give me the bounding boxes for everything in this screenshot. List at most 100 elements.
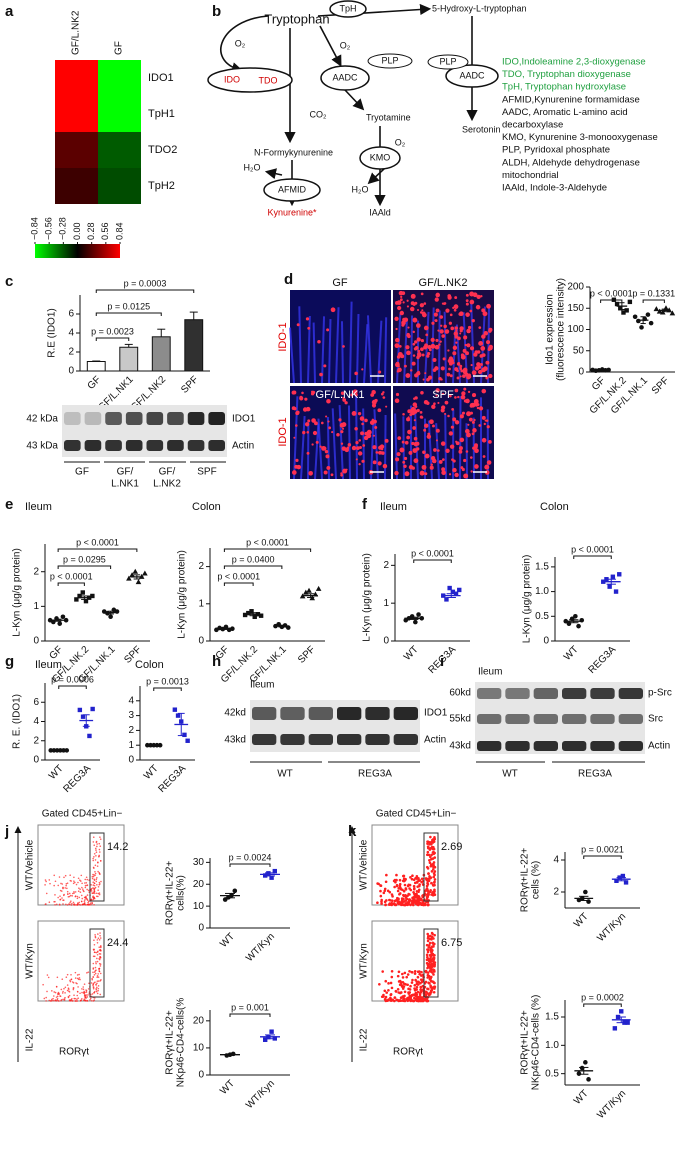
stain — [427, 344, 432, 350]
blot-band — [505, 688, 530, 699]
gate-percent: 2.69 — [441, 841, 462, 853]
event — [88, 982, 90, 985]
stain — [444, 329, 450, 334]
stain — [311, 418, 316, 423]
stain — [458, 449, 463, 454]
event — [69, 979, 71, 982]
stain — [312, 430, 318, 436]
stain — [351, 445, 357, 451]
stain — [407, 429, 412, 435]
y-tick-label: 50 — [573, 345, 585, 356]
event — [97, 976, 100, 978]
event — [99, 845, 102, 848]
event — [87, 900, 90, 903]
data-point — [612, 1026, 618, 1031]
event — [411, 874, 414, 878]
tissue — [340, 321, 344, 384]
event — [96, 877, 98, 879]
data-point — [610, 574, 616, 579]
pathway-label: TpH — [339, 3, 356, 13]
event — [76, 998, 78, 1000]
stain — [414, 345, 419, 350]
stain — [354, 371, 358, 376]
stain — [423, 345, 428, 350]
event — [66, 984, 69, 986]
stain — [371, 418, 375, 421]
stain — [406, 417, 411, 422]
stain — [447, 414, 450, 418]
data-point — [80, 590, 85, 595]
event — [413, 984, 417, 987]
stain — [469, 411, 474, 415]
y-axis-label: NKp46-CD4-cells(% — [176, 998, 187, 1088]
blot-band — [393, 707, 418, 720]
blot-label: 43kd — [449, 741, 471, 752]
x-tick-label: WT/Kyn — [595, 1088, 628, 1121]
stain — [326, 465, 331, 470]
blot-band — [590, 741, 615, 751]
event — [84, 882, 86, 884]
gate-percent: 24.4 — [107, 937, 128, 949]
data-point — [242, 612, 248, 618]
event — [73, 994, 75, 997]
event — [92, 987, 95, 990]
stain — [338, 418, 342, 422]
stain — [319, 445, 322, 448]
event — [97, 973, 100, 975]
event — [97, 950, 99, 953]
event — [70, 978, 73, 981]
event — [409, 996, 412, 1000]
y-tick-label: 1.0 — [545, 1040, 559, 1051]
stain — [473, 418, 476, 422]
tissue — [438, 310, 441, 384]
event — [433, 987, 436, 990]
p-value: p < 0.0001 — [411, 548, 454, 558]
gate-percent: 6.75 — [441, 937, 462, 949]
event — [65, 976, 68, 979]
stain — [358, 463, 361, 466]
event — [421, 984, 425, 988]
event — [99, 860, 102, 862]
event — [92, 962, 95, 965]
event — [98, 848, 101, 851]
stain — [459, 326, 464, 331]
stain — [432, 458, 437, 464]
event — [385, 873, 388, 877]
stain — [413, 458, 419, 464]
blot-band — [125, 440, 143, 451]
event — [72, 882, 75, 885]
blot-band — [167, 440, 184, 451]
event — [430, 893, 433, 896]
y-tick-label: 2 — [383, 560, 389, 571]
event — [96, 939, 99, 941]
data-point — [83, 598, 89, 604]
stain — [470, 403, 474, 407]
stain — [299, 395, 303, 400]
event — [429, 876, 433, 879]
stain — [444, 400, 449, 405]
event — [62, 903, 64, 905]
y-tick-label: 2 — [33, 566, 39, 577]
event — [74, 1000, 77, 1002]
data-point — [90, 593, 95, 599]
stain — [463, 458, 467, 463]
stain — [437, 329, 440, 332]
y-tick-label: 20 — [193, 879, 205, 890]
event — [92, 895, 94, 898]
stain — [374, 425, 378, 429]
stain — [471, 393, 477, 398]
tissue — [443, 311, 447, 384]
bracket — [229, 1013, 271, 1017]
y-tick-label: 1.0 — [535, 586, 549, 597]
p-value: p = 0.0125 — [107, 301, 150, 311]
event — [396, 987, 400, 991]
event — [78, 903, 81, 906]
blot-band — [533, 688, 558, 699]
event — [65, 883, 68, 885]
data-point — [64, 748, 70, 753]
event — [401, 976, 405, 979]
event — [92, 841, 95, 843]
event — [76, 994, 79, 997]
event — [426, 845, 430, 848]
tissue — [384, 415, 387, 480]
